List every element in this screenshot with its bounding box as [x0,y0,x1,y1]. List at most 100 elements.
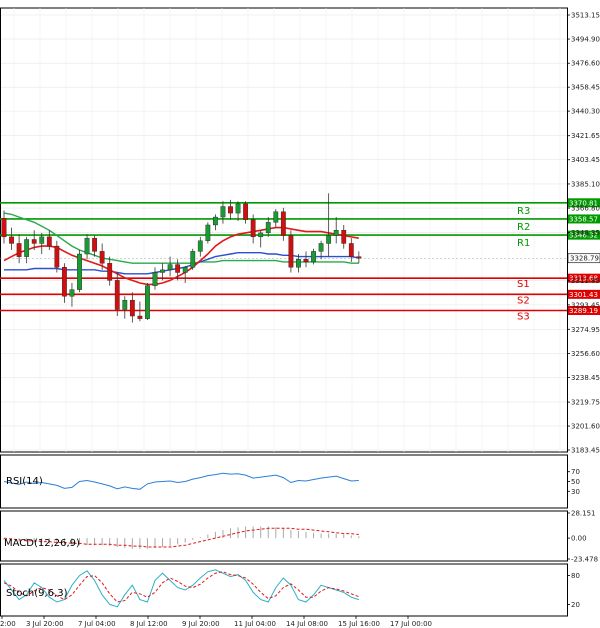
price-tick-label: 3256.60 [571,350,600,358]
stoch-k-line [3,569,359,608]
price-tick-label: 3385.10 [571,180,600,188]
level-tag-bg [568,305,600,315]
macd-tick-label: 28.151 [571,510,596,518]
candle-body [197,240,203,252]
price-tick-label: 3476.60 [571,60,600,68]
level-tag-bg [568,230,600,240]
candle-body [129,299,135,317]
candle-body [77,253,82,290]
candle-body [167,264,173,271]
candle-body [24,239,30,257]
current-price-tag-bg [567,253,600,264]
level-tag-bg [568,273,600,283]
level-tag-bg [568,198,600,208]
candle-body [265,222,271,234]
candle-body [9,236,14,244]
candle-body [205,224,211,242]
price-tick-label: 3440.30 [571,108,600,116]
candle-body [137,315,143,319]
ma-red-line [3,226,359,286]
candle-body [326,235,332,244]
current-price-label: 3328.79 [570,255,599,263]
price-tick-label: 3421.65 [571,132,600,140]
time-tick-label: 11 Jul 04:00 [234,620,276,628]
level-name-r2: R2 [517,222,530,233]
level-value-tag: 3358.57 [569,215,598,223]
candle-body [303,259,309,263]
candle-body [235,203,241,214]
level-tag-bg [568,214,600,224]
rsi-tick-label: 50 [571,478,580,486]
level-name-r1: R1 [517,238,530,249]
time-tick-label: 17 Jul 00:00 [390,620,432,628]
stoch-tick-label: 20 [571,601,580,609]
price-tick-label: 3311.85 [571,277,600,285]
candle-body [107,263,113,281]
macd-panel-frame [0,510,568,562]
candle-body [228,206,233,214]
time-axis: 2:00 3 Jul 20:00 7 Jul 04:00 8 Jul 12:00 9 J… [0,616,432,628]
level-value-tag: 3289.19 [569,307,598,315]
price-tick-label: 3348.35 [571,229,600,237]
price-tick-label: 3293.45 [571,301,600,309]
candle-body [311,251,316,263]
level-value-tag: 3370.81 [569,199,598,207]
candle-body [62,266,67,297]
candle-body [258,232,264,238]
time-tick-label: 7 Jul 04:00 [78,620,116,628]
candle-body [243,203,248,220]
stoch-tick-label: 80 [571,572,580,580]
main-panel-frame [0,7,568,453]
candle-body [333,230,339,236]
candle-body [356,256,362,259]
level-name-s3: S3 [517,311,530,322]
price-tick-label: 3201.60 [571,423,600,431]
candle-body [152,272,158,286]
candle-body [288,235,294,268]
candle-body [46,236,52,247]
price-grid [0,7,568,453]
candle-body [296,259,301,268]
price-tick-label: 3366.80 [571,205,600,213]
candle-body [160,269,165,273]
level-name-s2: S2 [517,295,530,306]
candle-body [273,211,279,223]
time-tick-label: 3 Jul 20:00 [26,620,64,628]
macd-tick-label: -23.478 [571,556,598,564]
candle-body [54,245,60,268]
candle-body [182,266,188,273]
candle-body [280,211,286,236]
candle-body [145,285,150,319]
stoch-panel-frame [0,563,568,617]
candle-body [190,251,196,268]
candle-body [220,206,226,218]
time-tick-label: 2:00 [0,620,16,628]
price-tick-label: 3403.45 [571,156,600,164]
price-tick-label: 3458.45 [571,84,600,92]
price-tick-label: 3494.90 [571,36,600,44]
stoch-d-line [3,571,359,603]
candle-body [84,237,90,255]
candle-body [69,289,75,297]
candle-body [31,239,37,244]
level-value-tag: 3301.43 [569,291,598,299]
time-tick-label: 14 Jul 08:00 [286,620,328,628]
level-name-s1: S1 [517,279,530,290]
indicator-panels: 70 50 30 28.151 0.00 -23.478 80 20 [0,454,598,617]
time-tick-label: 8 Jul 12:00 [130,620,168,628]
price-tick-label: 3238.45 [571,374,600,382]
candle-body [250,219,256,238]
rsi-panel-frame [0,454,568,509]
candle-body [122,299,128,310]
candle-body [16,243,22,257]
price-tick-label: 3183.45 [571,447,600,455]
candle-body [341,230,347,244]
rsi-line [3,472,359,490]
candle-body [39,236,45,244]
candle-body [99,251,105,264]
macd-tick-label: 0.00 [571,535,587,543]
level-name-r3: R3 [517,206,530,217]
rsi-tick-label: 70 [571,468,580,476]
price-tick-label: 3219.75 [571,399,600,407]
